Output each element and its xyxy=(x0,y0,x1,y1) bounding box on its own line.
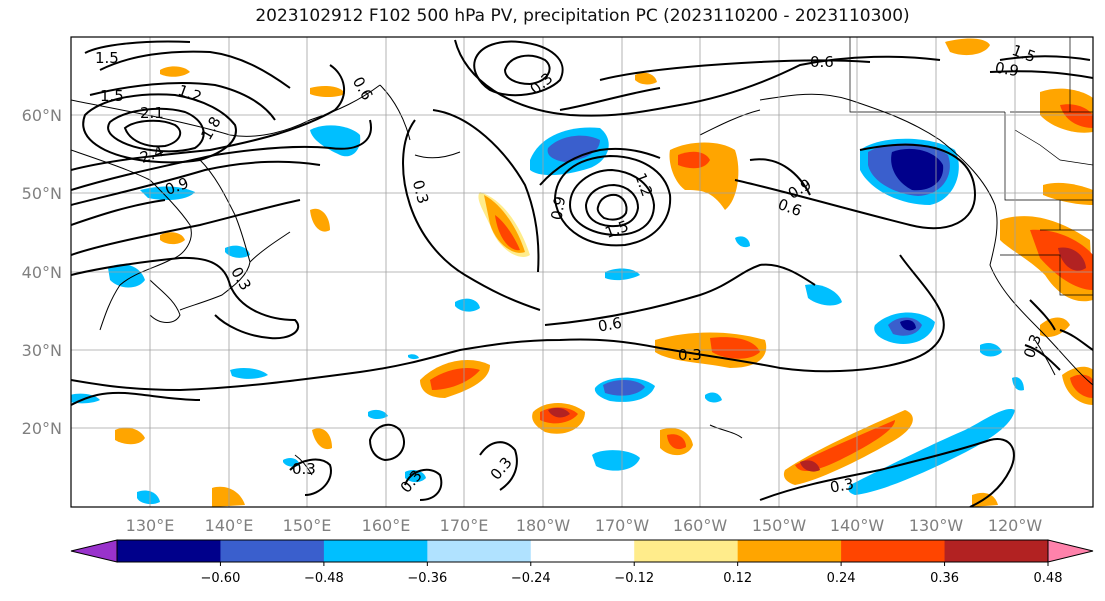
contour-label: 2.1 xyxy=(140,104,164,122)
lon-label: 170°E xyxy=(440,516,489,535)
colorbar-tick-label: 0.48 xyxy=(1034,571,1063,586)
lon-label: 140°W xyxy=(830,516,885,535)
contour-label: 0.3 xyxy=(292,460,316,478)
colorbar-segments xyxy=(117,540,1049,562)
lon-label: 120°W xyxy=(988,516,1043,535)
contour-label: 1.5 xyxy=(100,87,124,105)
latitude-labels: 60°N 50°N 40°N 30°N 20°N xyxy=(22,106,62,438)
contour-label: 0.6 xyxy=(349,74,377,104)
lat-label: 20°N xyxy=(22,419,62,438)
colorbar-tick-label: −0.24 xyxy=(511,571,551,586)
lon-label: 180°W xyxy=(516,516,571,535)
contour-label: 1.8 xyxy=(197,113,225,143)
colorbar: −0.60 −0.48 −0.36 −0.24 −0.12 0.12 0.24 0.36 0.4… xyxy=(70,539,1094,586)
colorbar-segment xyxy=(841,540,946,562)
colorbar-extend-high xyxy=(1047,539,1094,563)
lon-label: 150°W xyxy=(752,516,807,535)
contour-label: 0.9 xyxy=(547,195,569,222)
colorbar-segment xyxy=(427,540,532,562)
lat-label: 40°N xyxy=(22,263,62,282)
lon-label: 160°W xyxy=(673,516,728,535)
precip-negative-shading xyxy=(71,125,1024,505)
colorbar-tick-label: −0.36 xyxy=(407,571,447,586)
colorbar-tick-label: 0.36 xyxy=(930,571,959,586)
map-title: 2023102912 F102 500 hPa PV, precipitatio… xyxy=(255,6,910,26)
colorbar-ticks: −0.60 −0.48 −0.36 −0.24 −0.12 0.12 0.24 0.36 0.4… xyxy=(201,562,1063,586)
lon-label: 150°E xyxy=(283,516,332,535)
gridlines xyxy=(71,37,1093,507)
colorbar-tick-label: 0.12 xyxy=(723,571,752,586)
precip-positive-shading xyxy=(115,38,1093,507)
contour-label: 0.3 xyxy=(1020,332,1045,361)
contour-label: 0.6 xyxy=(810,53,834,71)
colorbar-outline xyxy=(116,539,1049,563)
lon-label: 170°W xyxy=(595,516,650,535)
contour-label: 1.5 xyxy=(95,49,119,67)
colorbar-segment xyxy=(530,540,635,562)
lon-label: 130°W xyxy=(909,516,964,535)
pv-contours xyxy=(71,39,1093,507)
contour-label: 0.9 xyxy=(994,58,1021,80)
lon-label: 130°E xyxy=(126,516,175,535)
longitude-labels: 130°E 140°E 150°E 160°E 170°E 180°W 170°… xyxy=(126,516,1043,535)
borders xyxy=(849,37,1093,296)
colorbar-segment xyxy=(944,540,1049,562)
colorbar-segment xyxy=(737,540,842,562)
contour-label: 0.6 xyxy=(597,314,624,336)
colorbar-tick-label: −0.48 xyxy=(304,571,344,586)
colorbar-segment xyxy=(323,540,428,562)
contour-label: 1.5 xyxy=(603,217,632,242)
colorbar-segment xyxy=(117,540,221,562)
lon-label: 160°E xyxy=(362,516,411,535)
contour-label: 0.3 xyxy=(678,346,702,364)
map-area: 1.5 1.5 1.2 2.1 2.4 1.8 0.9 0.6 0.3 0.3 … xyxy=(71,37,1093,507)
lat-label: 60°N xyxy=(22,106,62,125)
colorbar-segment xyxy=(220,540,325,562)
contour-label: 0.3 xyxy=(829,475,856,497)
lat-label: 30°N xyxy=(22,341,62,360)
lon-label: 140°E xyxy=(205,516,254,535)
colorbar-tick-label: −0.60 xyxy=(201,571,241,586)
colorbar-tick-label: −0.12 xyxy=(614,571,654,586)
lat-label: 50°N xyxy=(22,184,62,203)
colorbar-tick-label: 0.24 xyxy=(827,571,856,586)
contour-label: 0.3 xyxy=(409,178,433,206)
colorbar-extend-low xyxy=(70,539,118,563)
map-frame xyxy=(70,36,1094,508)
colorbar-segment xyxy=(634,540,739,562)
